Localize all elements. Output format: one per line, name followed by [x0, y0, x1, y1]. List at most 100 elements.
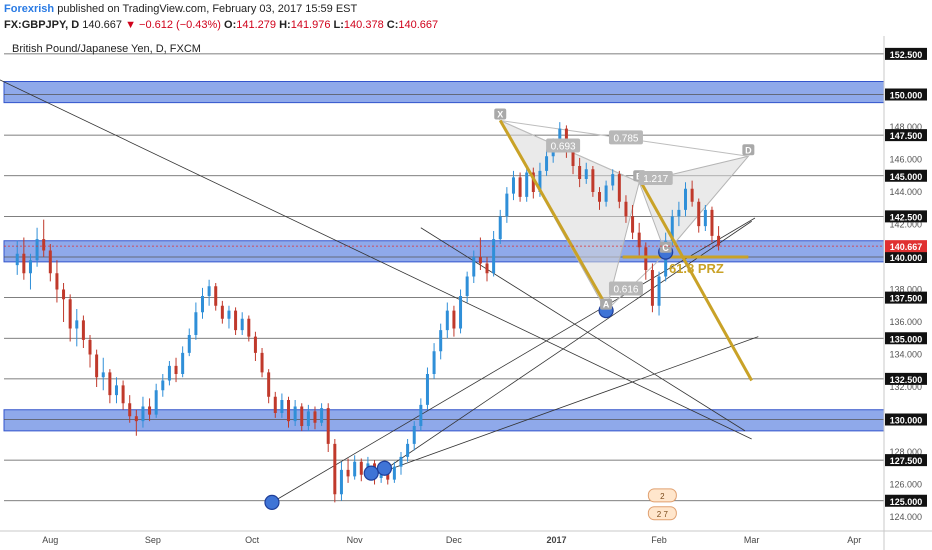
- chart-title: British Pound/Japanese Yen, D, FXCM: [12, 43, 201, 55]
- candle-body: [300, 406, 304, 426]
- candle-body: [240, 318, 244, 331]
- y-tick-label: 148.000: [889, 122, 922, 132]
- price-level-badge: [885, 413, 927, 426]
- price-level-badge-text: 127.500: [890, 456, 923, 466]
- candle-body: [154, 390, 158, 415]
- current-price-badge-text: 140.667: [890, 242, 923, 252]
- candle-body: [597, 192, 601, 202]
- candle-body: [234, 310, 238, 331]
- y-tick-label: 136.000: [889, 317, 922, 327]
- candle-body: [280, 400, 284, 413]
- x-tick-label: Oct: [245, 535, 260, 545]
- candle-body: [141, 406, 145, 422]
- price-level-badge: [885, 454, 927, 467]
- x-tick-label: Aug: [42, 535, 58, 545]
- price-level-badge: [885, 494, 927, 507]
- candle-body: [253, 336, 257, 353]
- candle-body: [531, 172, 535, 192]
- candle-body: [346, 469, 350, 477]
- low-value: 140.378: [343, 19, 384, 31]
- candle-body: [684, 188, 688, 210]
- price-level-badge-text: 137.500: [890, 294, 923, 304]
- candle-body: [425, 374, 429, 405]
- pattern-projection-line: [637, 178, 753, 382]
- candle-body: [617, 174, 621, 202]
- close-value: 140.667: [398, 19, 439, 31]
- candle-body: [75, 320, 79, 329]
- candle-body: [439, 330, 443, 352]
- current-price-badge: [885, 240, 927, 253]
- harmonic-point-label: C: [662, 243, 669, 253]
- candle-body: [412, 426, 416, 444]
- candle-body: [518, 177, 522, 197]
- x-tick-label: Nov: [347, 535, 364, 545]
- candle-body: [353, 461, 357, 477]
- symbol-label[interactable]: FX:GBPJPY, D: [4, 19, 80, 31]
- candle-body: [333, 443, 337, 495]
- x-tick-label: 2017: [546, 535, 566, 545]
- candle-body: [406, 443, 410, 457]
- candle-body: [392, 466, 396, 480]
- candle-body: [81, 320, 85, 340]
- price-level-badge-text: 145.000: [890, 172, 923, 182]
- candle-body: [703, 209, 707, 227]
- candle-body: [624, 201, 628, 217]
- candle-body: [114, 385, 118, 396]
- x-tick-label: Dec: [446, 535, 463, 545]
- candle-body: [472, 257, 476, 277]
- candle-body: [538, 170, 542, 192]
- swing-marker: [363, 465, 379, 481]
- open-value: 141.279: [236, 19, 277, 31]
- candle-body: [200, 296, 204, 313]
- candle-body: [571, 151, 575, 166]
- price-level-badge-text: 135.000: [890, 334, 923, 344]
- quote-line: FX:GBPJPY, D 140.667 ▼ −0.612 (−0.43%) O…: [4, 19, 438, 31]
- candle-body: [578, 166, 582, 179]
- candle-body: [194, 312, 198, 335]
- candle-body: [511, 177, 515, 194]
- candle-body: [591, 169, 595, 192]
- candle-body: [62, 289, 66, 300]
- candle-body: [293, 406, 297, 422]
- prz-label: 61.8 PRZ: [669, 261, 724, 276]
- harmonic-point-badge: [742, 144, 755, 156]
- published-text: published on TradingView.com, February 0…: [57, 3, 358, 15]
- y-tick-label: 142.000: [889, 220, 922, 230]
- ratio-badge: [608, 130, 643, 145]
- harmonic-point-badge: [494, 108, 507, 120]
- candle-body: [492, 239, 496, 274]
- candle-body: [584, 169, 588, 179]
- candle-body: [717, 235, 721, 246]
- price-level-badge-text: 142.500: [890, 212, 923, 222]
- candle-body: [465, 276, 469, 296]
- candle-body: [485, 263, 489, 274]
- ratio-label: 0.616: [613, 285, 638, 296]
- price-level-badge: [885, 210, 927, 223]
- candle-body: [419, 404, 423, 426]
- pattern-projection-line: [498, 119, 608, 307]
- candle-body: [181, 352, 185, 374]
- author-name[interactable]: Forexrish: [4, 3, 55, 15]
- candle-body: [359, 461, 363, 475]
- candle-body: [273, 396, 277, 413]
- candle-body: [48, 250, 52, 274]
- x-tick-label: Mar: [744, 535, 760, 545]
- ratio-badge: [608, 281, 643, 296]
- close-label: C:: [386, 19, 399, 31]
- candle-body: [227, 310, 231, 319]
- price-level-badge: [885, 47, 927, 60]
- candle-body: [677, 209, 681, 217]
- candle-body: [121, 385, 125, 404]
- candle-body: [631, 216, 635, 233]
- candle-body: [445, 310, 449, 331]
- candle-body: [220, 305, 224, 319]
- candle-body: [644, 247, 648, 270]
- support-resistance-zone: [3, 240, 885, 263]
- price-level-badge-text: 152.500: [890, 50, 923, 60]
- candle-body: [306, 411, 310, 426]
- candle-body: [478, 257, 482, 264]
- x-tick-label: Apr: [847, 535, 861, 545]
- economic-event-label: 2: [660, 492, 665, 501]
- candle-body: [260, 352, 264, 373]
